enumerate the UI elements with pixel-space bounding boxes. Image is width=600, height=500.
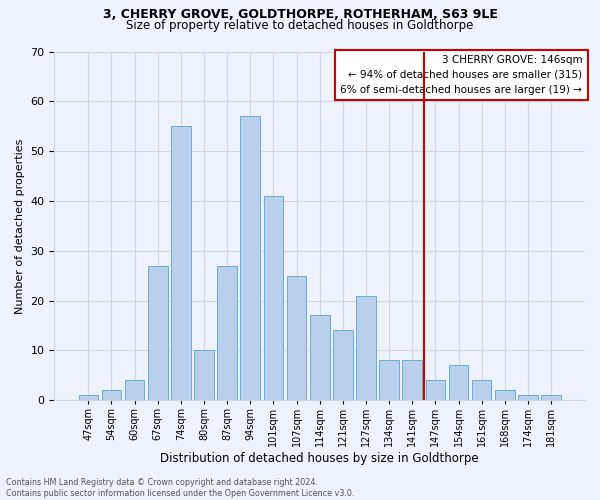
- X-axis label: Distribution of detached houses by size in Goldthorpe: Distribution of detached houses by size …: [160, 452, 479, 465]
- Bar: [310, 316, 329, 400]
- Y-axis label: Number of detached properties: Number of detached properties: [15, 138, 25, 314]
- Bar: [541, 395, 561, 400]
- Bar: [333, 330, 353, 400]
- Bar: [101, 390, 121, 400]
- Bar: [79, 395, 98, 400]
- Bar: [495, 390, 515, 400]
- Bar: [263, 196, 283, 400]
- Bar: [379, 360, 399, 400]
- Bar: [518, 395, 538, 400]
- Bar: [472, 380, 491, 400]
- Bar: [356, 296, 376, 400]
- Bar: [241, 116, 260, 400]
- Bar: [148, 266, 167, 400]
- Text: 3 CHERRY GROVE: 146sqm
← 94% of detached houses are smaller (315)
6% of semi-det: 3 CHERRY GROVE: 146sqm ← 94% of detached…: [340, 55, 583, 94]
- Text: 3, CHERRY GROVE, GOLDTHORPE, ROTHERHAM, S63 9LE: 3, CHERRY GROVE, GOLDTHORPE, ROTHERHAM, …: [103, 8, 497, 20]
- Text: Contains HM Land Registry data © Crown copyright and database right 2024.
Contai: Contains HM Land Registry data © Crown c…: [6, 478, 355, 498]
- Bar: [171, 126, 191, 400]
- Bar: [403, 360, 422, 400]
- Bar: [287, 276, 307, 400]
- Title: 3, CHERRY GROVE, GOLDTHORPE, ROTHERHAM, S63 9LE
Size of property relative to det: 3, CHERRY GROVE, GOLDTHORPE, ROTHERHAM, …: [0, 499, 1, 500]
- Bar: [194, 350, 214, 400]
- Bar: [449, 366, 469, 400]
- Bar: [217, 266, 237, 400]
- Text: Size of property relative to detached houses in Goldthorpe: Size of property relative to detached ho…: [127, 19, 473, 32]
- Bar: [125, 380, 145, 400]
- Bar: [425, 380, 445, 400]
